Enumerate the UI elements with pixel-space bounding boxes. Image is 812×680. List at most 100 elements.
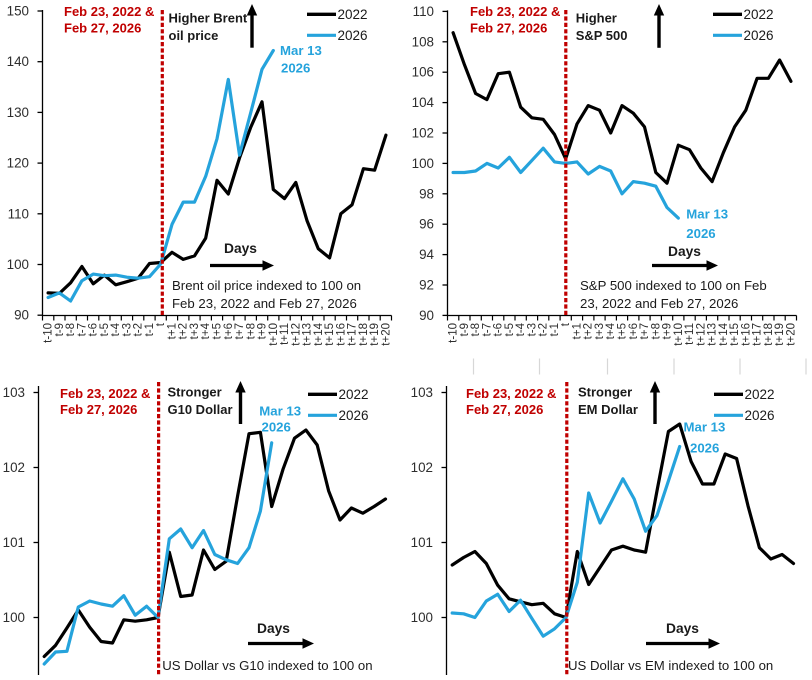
svg-text:Days: Days <box>257 621 290 636</box>
svg-text:94: 94 <box>419 247 434 262</box>
svg-text:US Dollar vs EM indexed to 100: US Dollar vs EM indexed to 100 on <box>568 658 773 673</box>
svg-text:G10 Dollar: G10 Dollar <box>168 402 233 417</box>
svg-text:Feb 27, 2026: Feb 27, 2026 <box>64 21 141 36</box>
svg-text:2026: 2026 <box>339 408 369 423</box>
svg-text:t+4: t+4 <box>200 322 212 339</box>
svg-text:t-3: t-3 <box>526 323 538 336</box>
svg-text:t+3: t+3 <box>189 323 201 339</box>
svg-text:t+18: t+18 <box>358 323 370 346</box>
svg-text:t+1: t+1 <box>572 323 584 339</box>
svg-text:t+15: t+15 <box>729 323 741 346</box>
svg-text:t-7: t-7 <box>76 323 88 336</box>
svg-text:Stronger: Stronger <box>168 384 222 399</box>
svg-text:106: 106 <box>412 65 434 80</box>
svg-text:150: 150 <box>7 4 29 19</box>
svg-text:t: t <box>155 322 167 326</box>
svg-text:2026: 2026 <box>686 226 715 241</box>
svg-text:t+20: t+20 <box>380 323 392 346</box>
svg-text:t+17: t+17 <box>347 323 359 346</box>
svg-text:2022: 2022 <box>338 7 368 22</box>
svg-text:Feb 23, 2022 &: Feb 23, 2022 & <box>470 4 560 19</box>
svg-text:90: 90 <box>14 308 29 323</box>
svg-text:23, 2022 and Feb 27, 2026: 23, 2022 and Feb 27, 2026 <box>580 296 738 311</box>
svg-text:102: 102 <box>412 126 434 141</box>
svg-text:Higher: Higher <box>576 11 617 26</box>
svg-text:t-10: t-10 <box>43 323 55 343</box>
svg-text:100: 100 <box>7 257 29 272</box>
svg-text:Feb 27, 2026: Feb 27, 2026 <box>470 21 547 36</box>
svg-text:2022: 2022 <box>339 387 369 402</box>
svg-text:t+7: t+7 <box>639 323 651 339</box>
svg-text:Feb 23, 2022 &: Feb 23, 2022 & <box>60 386 150 401</box>
svg-text:t+9: t+9 <box>257 323 269 339</box>
svg-text:t+14: t+14 <box>313 322 325 345</box>
svg-text:100: 100 <box>3 610 25 625</box>
svg-text:100: 100 <box>412 156 434 171</box>
svg-text:Feb 23, 2022 and Feb 27, 2026: Feb 23, 2022 and Feb 27, 2026 <box>172 296 357 311</box>
svg-text:Mar 13: Mar 13 <box>686 206 728 221</box>
svg-text:t+16: t+16 <box>740 323 752 346</box>
svg-text:t-8: t-8 <box>65 323 77 336</box>
svg-text:t+1: t+1 <box>167 323 179 339</box>
svg-text:103: 103 <box>411 385 433 400</box>
svg-text:t+5: t+5 <box>212 323 224 339</box>
svg-text:t+17: t+17 <box>752 323 764 346</box>
svg-text:t+10: t+10 <box>673 323 685 346</box>
svg-text:t+7: t+7 <box>234 323 246 339</box>
svg-text:2026: 2026 <box>338 28 368 43</box>
svg-text:t+10: t+10 <box>268 323 280 346</box>
svg-text:t+6: t+6 <box>628 323 640 339</box>
svg-text:2026: 2026 <box>262 420 291 435</box>
svg-text:Higher Brent: Higher Brent <box>169 11 248 26</box>
svg-text:t: t <box>560 322 572 326</box>
svg-text:t-9: t-9 <box>459 323 471 336</box>
svg-text:Mar 13: Mar 13 <box>684 420 726 435</box>
svg-text:104: 104 <box>412 95 435 110</box>
svg-text:t-7: t-7 <box>481 323 493 336</box>
svg-text:2022: 2022 <box>744 7 774 22</box>
svg-text:S&P 500 indexed to 100 on Feb: S&P 500 indexed to 100 on Feb <box>580 278 767 293</box>
svg-text:100: 100 <box>411 610 433 625</box>
svg-text:Days: Days <box>668 244 701 259</box>
svg-text:103: 103 <box>3 385 25 400</box>
svg-text:Days: Days <box>224 241 257 256</box>
svg-text:t-2: t-2 <box>133 323 145 336</box>
svg-text:Mar 13: Mar 13 <box>280 43 322 58</box>
svg-text:130: 130 <box>7 105 29 120</box>
svg-text:t-2: t-2 <box>538 323 550 336</box>
svg-text:t-5: t-5 <box>504 323 516 336</box>
svg-text:2026: 2026 <box>690 441 719 456</box>
svg-text:110: 110 <box>413 4 434 19</box>
svg-text:96: 96 <box>419 217 434 232</box>
svg-text:101: 101 <box>3 535 25 550</box>
svg-text:t-6: t-6 <box>493 323 505 336</box>
svg-text:t+4: t+4 <box>605 322 617 339</box>
svg-text:Stronger: Stronger <box>578 384 632 399</box>
svg-text:t+2: t+2 <box>178 323 190 339</box>
svg-text:oil price: oil price <box>169 28 219 43</box>
svg-text:Days: Days <box>666 621 699 636</box>
svg-text:102: 102 <box>411 460 433 475</box>
svg-text:Feb 27, 2026: Feb 27, 2026 <box>60 402 137 417</box>
svg-text:120: 120 <box>7 156 29 171</box>
svg-text:t+8: t+8 <box>650 323 662 339</box>
svg-text:EM Dollar: EM Dollar <box>578 402 638 417</box>
svg-text:t+13: t+13 <box>302 323 314 346</box>
svg-text:t-4: t-4 <box>515 322 527 336</box>
svg-text:2026: 2026 <box>281 61 310 76</box>
svg-text:t+12: t+12 <box>290 323 302 346</box>
svg-text:t+14: t+14 <box>718 322 730 345</box>
svg-text:Mar 13: Mar 13 <box>259 404 301 419</box>
svg-text:t+15: t+15 <box>324 323 336 346</box>
svg-text:2026: 2026 <box>745 408 775 423</box>
svg-text:t-1: t-1 <box>549 323 561 336</box>
svg-text:t-6: t-6 <box>88 323 100 336</box>
svg-text:t+11: t+11 <box>279 323 291 345</box>
svg-text:92: 92 <box>419 278 434 293</box>
svg-text:t+19: t+19 <box>369 323 381 346</box>
svg-text:t+16: t+16 <box>335 323 347 346</box>
svg-text:t+12: t+12 <box>695 323 707 346</box>
svg-text:t-10: t-10 <box>448 323 460 343</box>
svg-text:t+5: t+5 <box>617 323 629 339</box>
svg-text:2026: 2026 <box>744 28 774 43</box>
